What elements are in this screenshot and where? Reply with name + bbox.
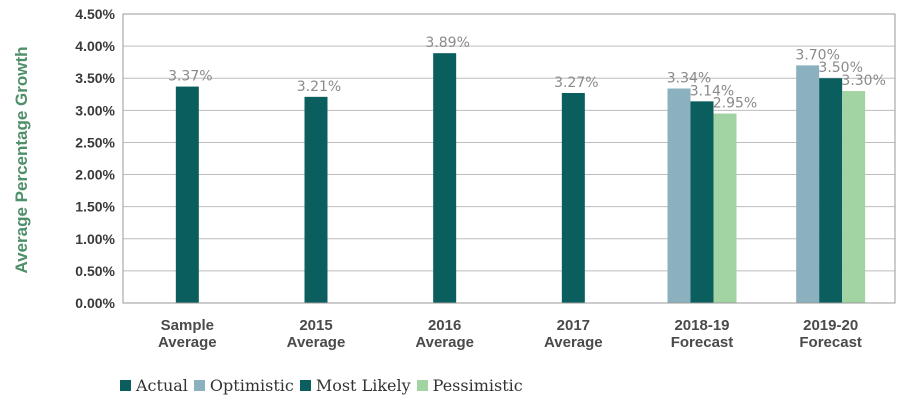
y-tick-label: 4.50% [75,6,115,22]
gridlines [123,13,895,304]
data-labels: 3.37% 3.21% 3.89% 3.27% 3.34%3.14%2.95% 3.70%… [168,35,886,111]
legend-label: Optimistic [209,376,294,395]
y-tick-label: 1.00% [75,231,115,247]
x-tick-label: 2018-19 Forecast [671,317,734,351]
data-label: 3.50% [818,60,862,76]
legend-swatch [193,380,205,391]
y-tick-label: 0.00% [75,295,115,311]
y-axis-ticks: 0.00% 0.50% 1.00% 1.50% 2.00% 2.50% 3.00% 3.50%… [75,6,115,311]
bar-optimistic [796,65,820,303]
data-label: 3.21% [297,79,341,95]
y-tick-label: 3.00% [75,102,115,118]
bar-actual [561,92,585,303]
legend-swatch [120,380,131,391]
x-tick-label: 2015 Average [287,317,346,351]
bar-actual [433,53,457,304]
legend-swatch [416,380,428,391]
legend-item-actual: Actual [120,376,188,395]
bar-most-likely [819,78,843,303]
bar-pessimistic [842,91,866,303]
plot-frame [122,13,896,304]
legend-label: Actual [136,376,188,395]
y-axis-label: Average Percentage Growth [12,46,31,273]
bars [175,53,866,304]
y-tick-label: 2.00% [75,167,115,183]
data-label: 3.27% [554,75,598,91]
y-tick-label: 3.50% [75,70,115,86]
bar-optimistic [667,88,691,304]
legend-label: Pessimistic [432,376,523,395]
legend-label: Most Likely [315,376,411,395]
x-axis-ticks: Sample Average 2015 Average 2016 Average 2017 A… [158,317,862,351]
data-label: 2.95% [713,96,757,112]
bar-pessimistic [713,113,737,304]
legend: Actual Optimistic Most Likely Pessimistic [120,376,523,395]
bar-most-likely [690,101,714,303]
x-tick-label: Sample Average [158,317,217,351]
bar-actual [304,96,328,303]
y-tick-label: 2.50% [75,134,115,150]
data-label: 3.37% [168,69,212,85]
bar-chart: 0.00% 0.50% 1.00% 1.50% 2.00% 2.50% 3.00% 3.50%… [12,6,896,351]
data-label: 3.89% [425,35,469,51]
x-tick-label: 2016 Average [415,317,474,351]
data-label: 3.70% [795,47,839,63]
data-label: 3.34% [667,70,711,86]
y-tick-label: 0.50% [75,263,115,279]
y-tick-label: 4.00% [75,38,115,54]
data-label: 3.30% [841,73,885,89]
legend-item-pessimistic: Pessimistic [416,376,523,395]
x-tick-label: 2019-20 Forecast [799,317,862,351]
bar-actual [175,86,199,304]
x-tick-label: 2017 Average [544,317,603,351]
data-label: 3.14% [690,83,734,99]
legend-item-most-likely: Most Likely [299,376,411,395]
y-tick-label: 1.50% [75,199,115,215]
legend-item-optimistic: Optimistic [193,376,294,395]
legend-swatch [299,380,311,391]
